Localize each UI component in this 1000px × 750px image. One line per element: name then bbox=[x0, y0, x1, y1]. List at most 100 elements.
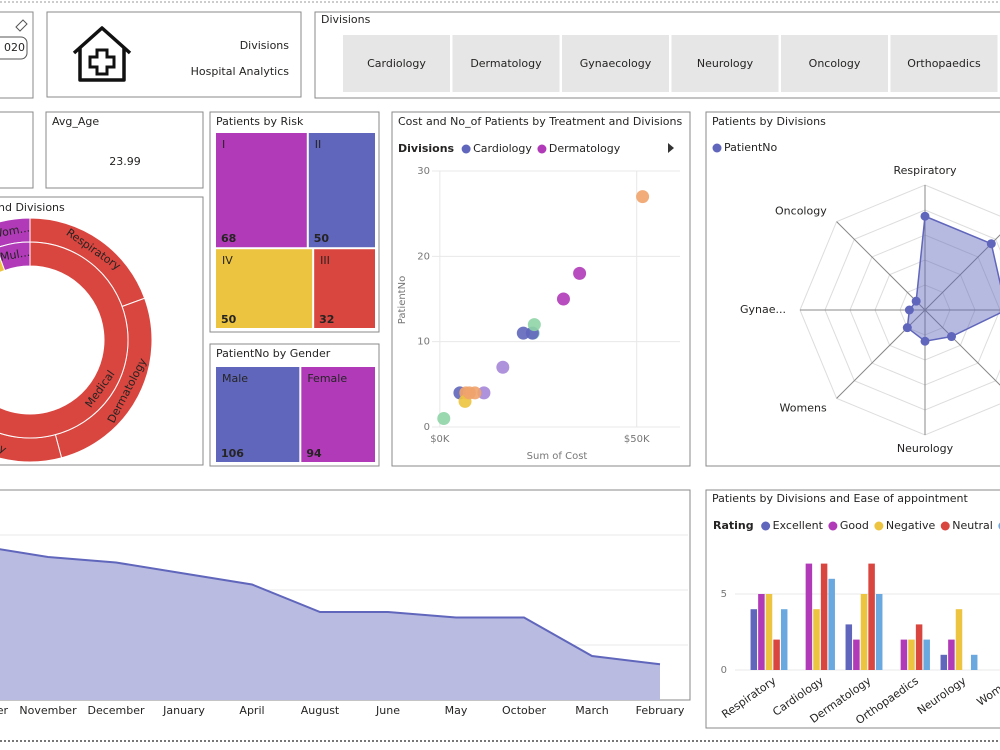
scatter-point bbox=[636, 190, 650, 204]
bar bbox=[845, 624, 853, 670]
x-tick-label: May bbox=[445, 704, 468, 717]
legend-arrow[interactable] bbox=[668, 143, 674, 153]
bar bbox=[923, 639, 930, 670]
y-tick-label: 10 bbox=[417, 337, 430, 348]
chart-title: PatientNo by Gender bbox=[216, 347, 331, 360]
radar-label: Oncology bbox=[775, 205, 827, 218]
x-tick-label: August bbox=[301, 704, 340, 717]
x-tick-label: March bbox=[575, 704, 609, 717]
radar-point bbox=[986, 239, 996, 249]
y-tick-label: 20 bbox=[417, 251, 430, 262]
scatter-point bbox=[462, 386, 476, 400]
treemap-value: 106 bbox=[221, 447, 244, 460]
scatter-point bbox=[496, 360, 510, 374]
x-tick-label: October bbox=[502, 704, 546, 717]
chart-title: nd Divisions bbox=[0, 201, 65, 214]
radar-label: Respiratory bbox=[893, 164, 957, 177]
x-axis-label: Sum of Cost bbox=[527, 451, 588, 462]
bar bbox=[875, 594, 883, 670]
legend-label: Neutral bbox=[952, 519, 993, 532]
slicer-option[interactable]: Oncology bbox=[809, 57, 861, 70]
bar bbox=[940, 654, 948, 670]
legend-label: Negative bbox=[886, 519, 936, 532]
legend-marker bbox=[761, 521, 771, 531]
legend-marker bbox=[828, 521, 838, 531]
legend-label: Good bbox=[840, 519, 869, 532]
radar-label: Neurology bbox=[897, 442, 954, 455]
x-tick-label: $0K bbox=[430, 434, 450, 445]
radar-point bbox=[947, 332, 957, 342]
legend-marker bbox=[874, 521, 884, 531]
treemap-label: I bbox=[222, 138, 225, 151]
legend-marker bbox=[461, 144, 471, 154]
radar-point bbox=[902, 323, 912, 333]
y-axis-label: PatientNo bbox=[397, 276, 408, 324]
panel bbox=[705, 111, 1000, 467]
bar bbox=[860, 594, 868, 670]
slicer-button[interactable] bbox=[452, 35, 560, 92]
bar bbox=[828, 578, 835, 670]
legend-marker bbox=[712, 143, 722, 153]
panel bbox=[391, 111, 691, 467]
chart-title: Patients by Divisions bbox=[712, 115, 826, 128]
slicer-option[interactable]: Orthopaedics bbox=[907, 57, 981, 70]
bar bbox=[780, 609, 788, 670]
slicer-button[interactable] bbox=[890, 35, 998, 92]
donut: Wom...RespiratoryDermatologyCardiologyMu… bbox=[0, 217, 153, 463]
house-icon bbox=[72, 26, 132, 82]
slicer-button[interactable] bbox=[671, 35, 779, 92]
donut-wedge bbox=[0, 241, 129, 439]
slicer-option[interactable]: Gynaecology bbox=[580, 57, 652, 70]
legend-label: Cardiology bbox=[473, 142, 532, 155]
bar bbox=[820, 563, 828, 670]
chart-title: Patients by Risk bbox=[216, 115, 304, 128]
bar bbox=[955, 609, 963, 670]
slicer-button[interactable] bbox=[781, 35, 888, 92]
radar-axis bbox=[924, 234, 1000, 311]
x-tick-label: February bbox=[636, 704, 685, 717]
treemap-cell bbox=[216, 133, 307, 248]
radar-axis bbox=[924, 309, 1000, 386]
cross-icon bbox=[88, 48, 116, 76]
bar bbox=[948, 639, 955, 670]
bar bbox=[758, 594, 765, 670]
panel bbox=[0, 111, 34, 189]
slicer-button[interactable] bbox=[343, 35, 450, 92]
treemap-label: IV bbox=[222, 254, 233, 267]
slicer-option[interactable]: Cardiology bbox=[367, 57, 426, 70]
card-label: Avg_Age bbox=[52, 115, 99, 128]
treemap-label: Male bbox=[222, 372, 248, 385]
legend-title: Divisions bbox=[398, 142, 455, 155]
scatter-point bbox=[556, 292, 570, 306]
chart-title: Cost and No_of Patients by Treatment and… bbox=[398, 115, 682, 128]
x-tick-label: June bbox=[375, 704, 400, 717]
treemap-value: 68 bbox=[221, 232, 236, 245]
y-tick-label: 0 bbox=[721, 665, 727, 676]
slicer-option[interactable]: Dermatology bbox=[470, 57, 542, 70]
scatter-point bbox=[516, 326, 530, 340]
bar bbox=[773, 639, 780, 670]
header-title: Divisions bbox=[240, 39, 290, 52]
slicer-button[interactable] bbox=[562, 35, 669, 92]
x-tick-label: November bbox=[19, 704, 77, 717]
year-box bbox=[0, 36, 28, 60]
scatter-point bbox=[573, 266, 587, 280]
treemap-value: 94 bbox=[306, 447, 322, 460]
bar bbox=[915, 624, 923, 670]
bar bbox=[908, 639, 915, 670]
panel bbox=[45, 111, 204, 189]
slicer-option[interactable]: Neurology bbox=[697, 57, 754, 70]
legend-title: Rating bbox=[713, 519, 754, 532]
radar-point bbox=[911, 296, 921, 306]
bar bbox=[868, 563, 875, 670]
scatter-point bbox=[437, 411, 451, 425]
legend-label: PatientNo bbox=[724, 141, 778, 154]
y-tick-label: 0 bbox=[424, 422, 430, 433]
radar-point bbox=[920, 336, 930, 346]
scatter-point bbox=[477, 386, 491, 400]
eraser-icon bbox=[15, 19, 28, 32]
radar-point bbox=[904, 305, 914, 315]
radar-point bbox=[920, 211, 930, 221]
